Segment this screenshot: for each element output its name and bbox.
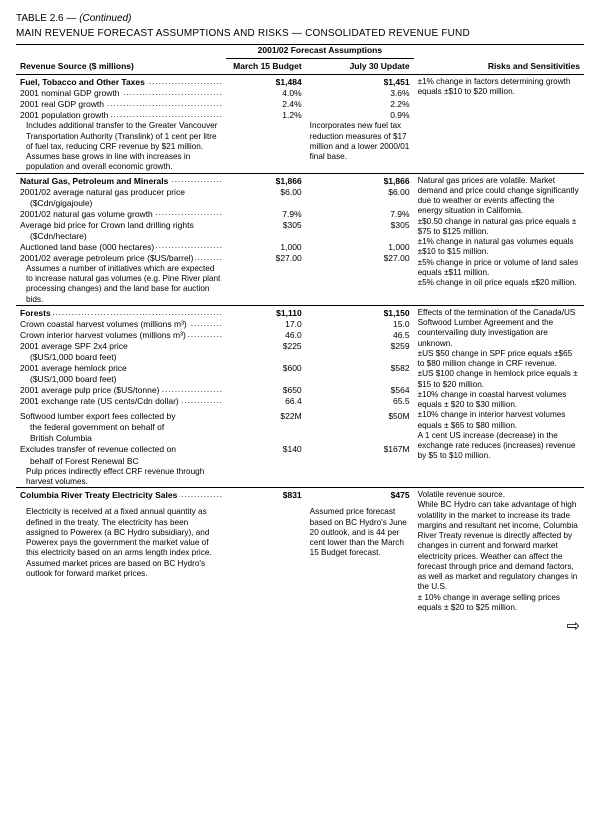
col-header-july: July 30 Update <box>306 59 414 75</box>
table-number: TABLE 2.6 — <box>16 13 76 24</box>
page-title: MAIN REVENUE FORECAST ASSUMPTIONS AND RI… <box>16 27 584 40</box>
forecast-group-header: 2001/02 Forecast Assumptions <box>226 45 413 59</box>
col-header-risks: Risks and Sensitivities <box>414 59 584 75</box>
continued-marker: (Continued) <box>79 13 131 24</box>
col-header-source: Revenue Source ($ millions) <box>16 59 226 75</box>
table-label: TABLE 2.6 — (Continued) <box>16 12 584 25</box>
col-header-march: March 15 Budget <box>226 59 306 75</box>
next-page-icon: ⇨ <box>16 617 584 638</box>
forecast-table: 2001/02 Forecast Assumptions Revenue Sou… <box>16 45 584 613</box>
